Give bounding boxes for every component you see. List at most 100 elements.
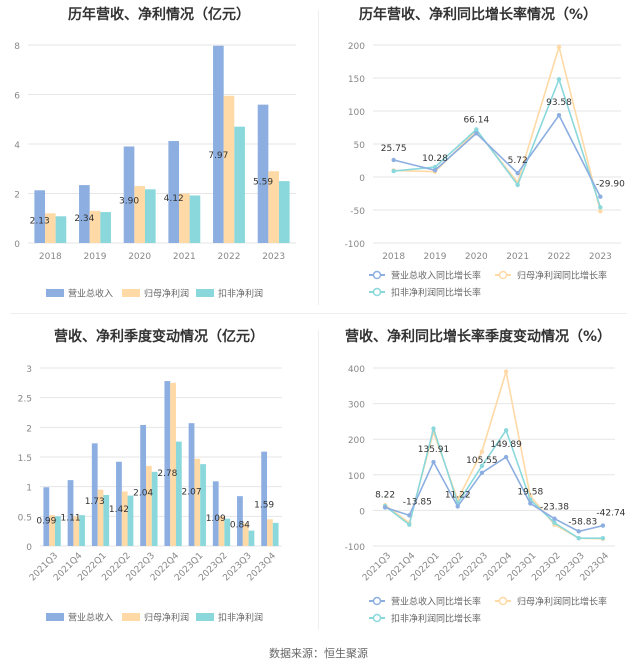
bar	[212, 481, 219, 546]
bar	[79, 515, 85, 546]
bar	[188, 423, 195, 546]
data-label: 2.78	[157, 469, 177, 479]
data-label: 66.14	[463, 115, 489, 125]
bar	[79, 185, 90, 243]
x-tick-label: 2022	[218, 252, 241, 262]
y-tick-label: 0.5	[18, 513, 32, 523]
series-point	[515, 182, 520, 188]
x-tick-label: 2021	[506, 252, 529, 262]
bar	[257, 104, 269, 244]
legend-marker	[372, 287, 382, 297]
data-label: 93.58	[546, 98, 572, 108]
data-label: 2.13	[30, 216, 50, 226]
bar	[213, 45, 224, 244]
series-point	[431, 459, 436, 465]
x-tick-label: 2018	[382, 252, 405, 262]
data-label: 3.90	[119, 197, 139, 207]
series-point	[576, 529, 581, 534]
legend-label: 扣非净利润同比增长率	[391, 613, 481, 625]
series-point	[598, 194, 603, 199]
data-label: 0.99	[36, 517, 56, 527]
y-tick-label: 0	[359, 174, 365, 184]
series-point	[556, 77, 562, 82]
series-point	[552, 520, 557, 526]
series-point	[552, 516, 557, 521]
legend-label: 归母净利润	[144, 288, 189, 300]
data-label: -23.38	[540, 503, 569, 513]
bar	[237, 496, 243, 546]
bar	[49, 515, 55, 546]
bar	[34, 190, 46, 243]
bar	[200, 464, 206, 546]
legend-label: 扣非净利润同比增长率	[391, 287, 481, 299]
bar	[123, 146, 135, 243]
bar	[272, 522, 279, 546]
legend-swatch	[46, 613, 64, 621]
series-point	[382, 505, 388, 510]
data-label: 7.97	[208, 151, 228, 161]
y-tick-label: 0	[14, 240, 20, 250]
series-point	[598, 209, 603, 214]
bar	[116, 461, 122, 546]
bar	[218, 516, 225, 546]
chart-svg: -100 -50 0 50 100 150 200 2018 2019 2020 2021 2022 2…	[345, 42, 626, 299]
bar	[278, 181, 290, 243]
y-tick-label: 6	[14, 92, 20, 102]
bar	[267, 519, 273, 546]
y-tick-label: 50	[354, 141, 366, 151]
data-label: -42.74	[596, 509, 625, 519]
y-tick-label: 2	[26, 424, 32, 434]
data-label: 25.75	[381, 144, 407, 154]
legend-marker	[498, 270, 508, 280]
x-tick-label: 2019	[424, 252, 447, 262]
bar	[144, 189, 156, 243]
bar	[100, 212, 111, 243]
series-point	[474, 127, 479, 132]
y-tick-label: 150	[348, 75, 365, 85]
data-label: 10.28	[422, 154, 448, 164]
series-point	[528, 501, 533, 506]
legend-label: 营业总收入	[68, 288, 113, 300]
y-tick-label: 100	[348, 108, 365, 118]
legend-label: 归母净利润同比增长率	[517, 596, 607, 608]
x-tick-label: 2018	[39, 252, 62, 262]
y-tick-label: 0	[26, 543, 32, 553]
bar	[146, 465, 152, 546]
data-label: -29.90	[596, 180, 625, 190]
series-point	[479, 470, 485, 476]
series-point	[432, 168, 438, 173]
bar	[261, 451, 268, 546]
data-source: 数据来源：恒生聚源	[269, 647, 368, 660]
y-tick-label: 8	[14, 42, 20, 52]
bar	[248, 530, 255, 546]
legend-swatch	[122, 289, 140, 297]
bar	[242, 523, 249, 546]
data-label: 2.34	[74, 214, 94, 224]
vertical-divider	[318, 10, 319, 305]
y-tick-label: 1.5	[18, 454, 32, 464]
data-label: 1.11	[61, 513, 81, 523]
bar	[151, 471, 158, 546]
series-point	[503, 369, 509, 374]
data-label: 1.73	[85, 497, 105, 507]
chart-title: 营收、净利季度变动情况（亿元）	[54, 329, 264, 345]
annual-growth-rate-chart: 历年营收、净利同比增长率情况（%） -100 -50 0 50 100 150 200 201…	[319, 0, 637, 310]
vertical-divider	[318, 330, 319, 630]
legend-swatch	[122, 613, 140, 621]
bar	[103, 494, 110, 546]
data-label: 5.72	[508, 156, 528, 166]
series-point	[515, 171, 520, 176]
x-tick-label: 2021	[173, 252, 196, 262]
series-point	[576, 535, 581, 541]
series-point	[600, 535, 606, 541]
legend-swatch	[196, 289, 214, 297]
series-point	[600, 523, 606, 528]
chart-title: 历年营收、净利同比增长率情况（%）	[358, 7, 598, 23]
legend-label: 营业总收入同比增长率	[391, 596, 481, 608]
series-line	[393, 113, 602, 198]
data-label: 135.91	[418, 445, 450, 455]
bar	[268, 171, 279, 243]
bar	[140, 424, 147, 546]
bar	[127, 495, 134, 546]
data-label: 4.12	[164, 194, 184, 204]
